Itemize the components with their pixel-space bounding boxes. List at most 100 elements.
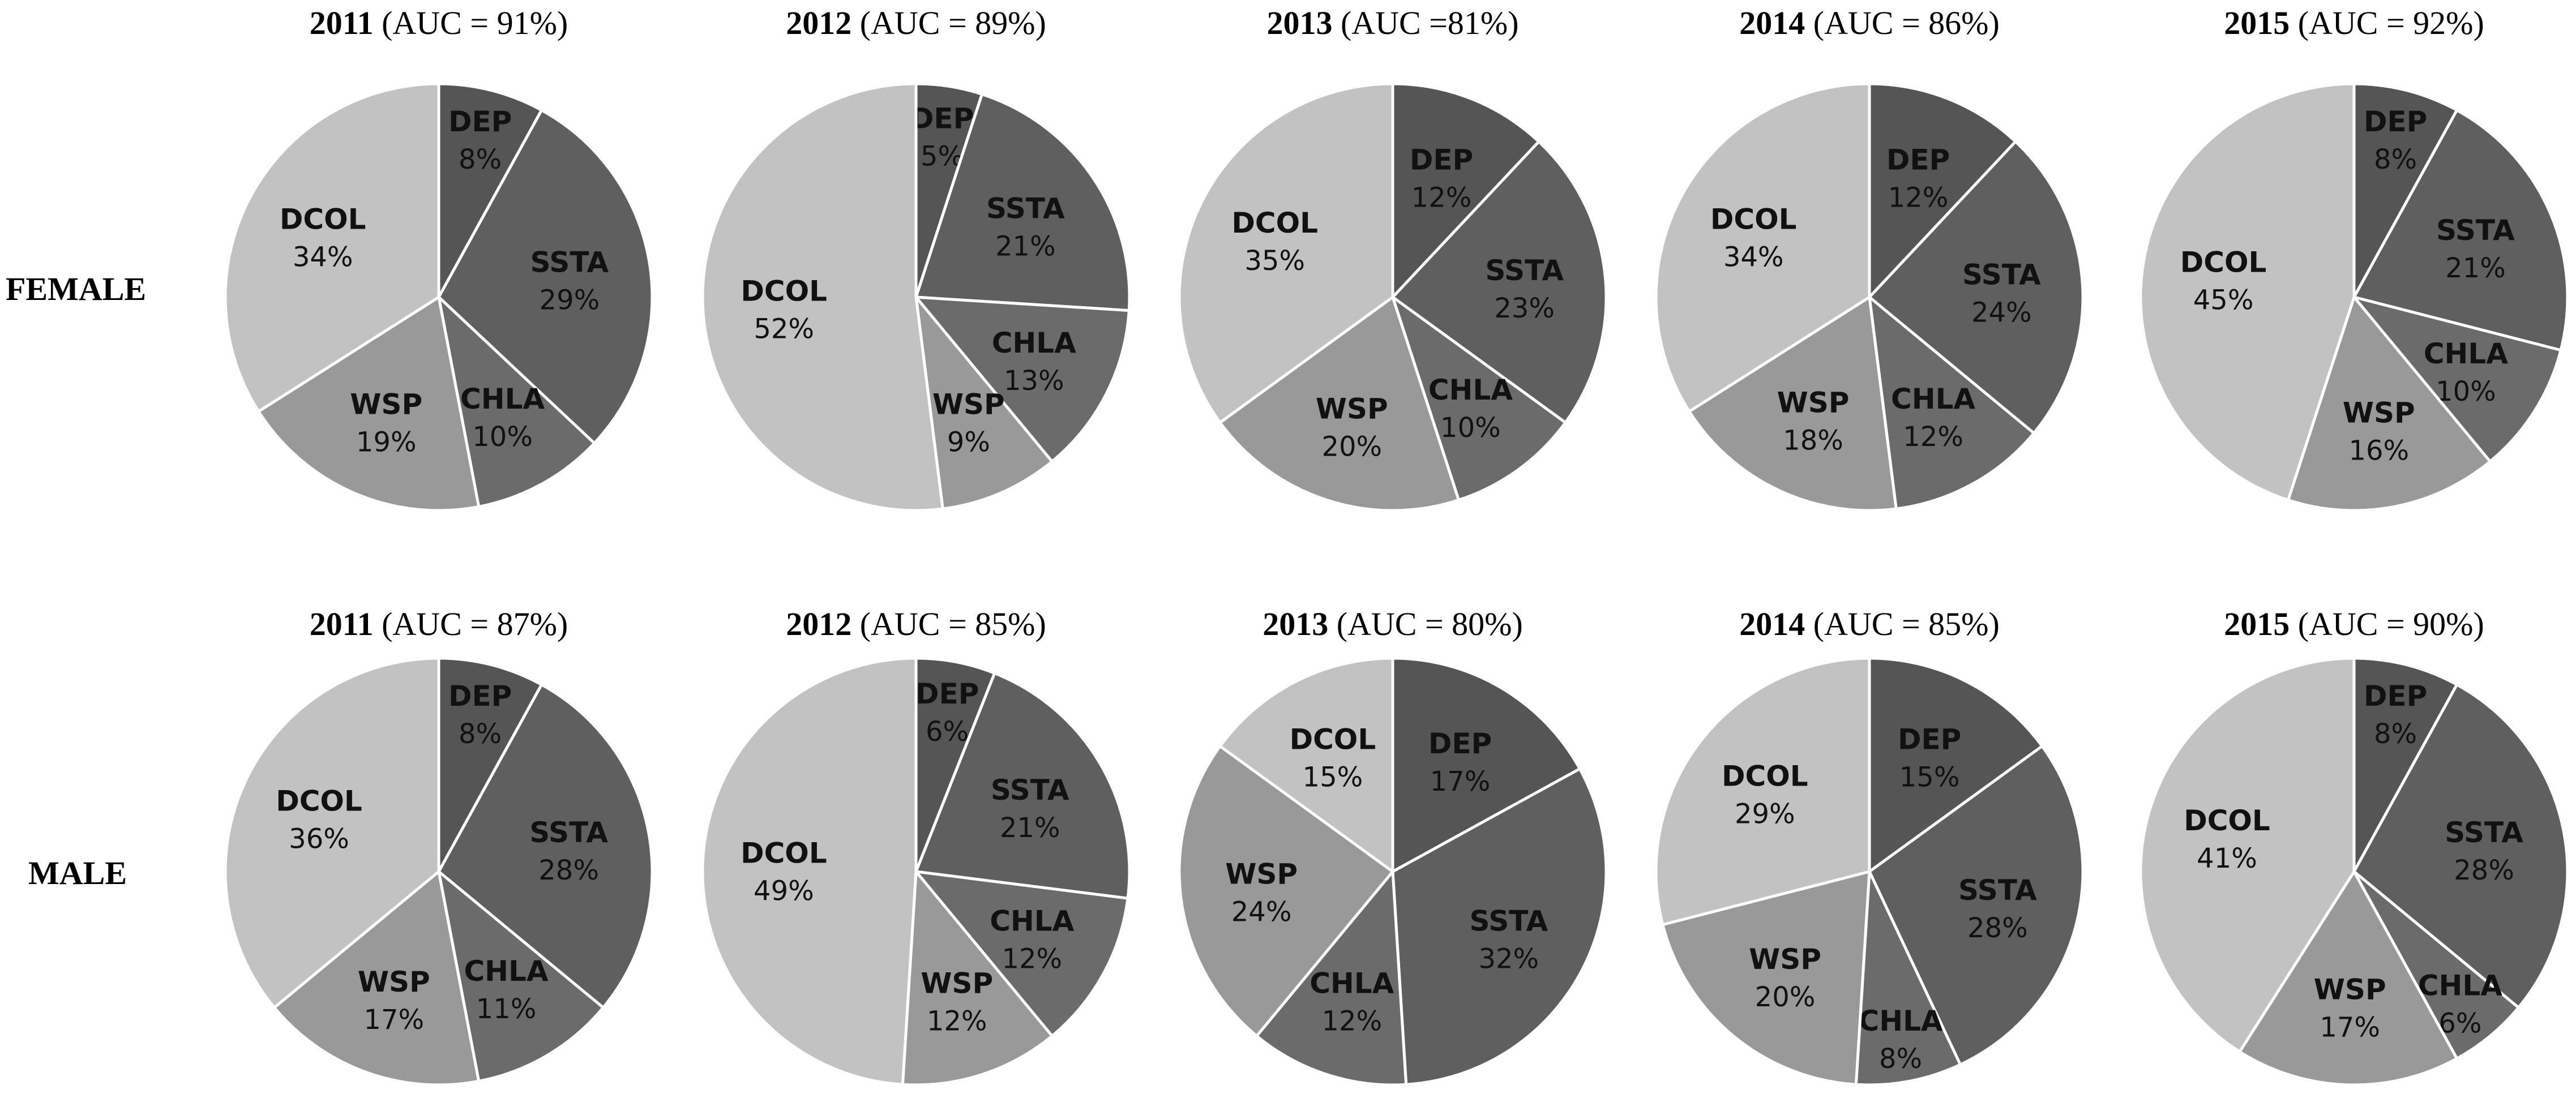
pie-slice-chla <box>913 869 1129 1039</box>
pie-slice-ssta <box>2352 683 2569 1010</box>
slice-label-ssta: SSTA <box>1485 254 1564 287</box>
slice-label-ssta: SSTA <box>991 774 1069 806</box>
chart-title-auc: (AUC = 90%) <box>2290 606 2484 642</box>
slice-label-ssta: SSTA <box>1958 874 2037 907</box>
slice-value-wsp: 9% <box>947 427 990 458</box>
pie-slice-chla <box>913 295 1131 464</box>
slice-label-dep: DEP <box>2364 680 2427 713</box>
slice-label-dep: DEP <box>448 105 512 138</box>
pie-slice-dcol <box>1178 82 1394 425</box>
slice-label-dcol: DCOL <box>2184 804 2270 837</box>
slice-value-ssta: 21% <box>995 231 1056 263</box>
pie-slice-wsp <box>256 294 481 512</box>
slice-label-ssta: SSTA <box>2445 816 2523 849</box>
pie-slice-chla <box>437 293 597 509</box>
slice-value-dcol: 34% <box>1723 241 1784 273</box>
slice-label-chla: CHLA <box>990 905 1074 938</box>
chart-title: 2011 (AUC = 87%) <box>310 606 568 642</box>
slice-label-wsp: WSP <box>2343 397 2415 430</box>
chart-title: 2012 (AUC = 85%) <box>786 606 1046 642</box>
pie-slice-dep <box>1391 657 1582 874</box>
chart-title-year: 2015 <box>2224 606 2290 642</box>
slice-label-wsp: WSP <box>2314 973 2386 1006</box>
chart-title-year: 2012 <box>786 5 851 41</box>
slice-value-wsp: 20% <box>1755 981 1816 1013</box>
charts-container: 2011 (AUC = 91%) DEP 8% SSTA 29% CHLA 10% WSP 19… <box>224 5 2569 1087</box>
slice-label-chla: CHLA <box>460 383 545 415</box>
slice-label-dcol: DCOL <box>2180 246 2267 278</box>
slice-value-wsp: 18% <box>1783 425 1843 457</box>
slice-label-chla: CHLA <box>2418 969 2502 1002</box>
pie-slice-dcol <box>224 82 440 414</box>
pie-slice-dcol <box>1654 82 1871 414</box>
pie-slice-dep <box>437 82 544 298</box>
chart-title-year: 2013 <box>1266 5 1332 41</box>
pie-chart-male-2013: 2013 (AUC = 80%) DEP 17% SSTA 32% CHLA 12% WSP 2… <box>1178 606 1608 1087</box>
pie-slice-wsp <box>1218 294 1461 512</box>
pie-slice-dep <box>2352 82 2459 298</box>
slice-label-dcol: DCOL <box>741 837 827 870</box>
row-label-female: FEMALE <box>6 271 146 307</box>
pie-slice-wsp <box>914 292 1054 510</box>
slice-value-dep: 8% <box>459 718 502 750</box>
slice-label-wsp: WSP <box>1777 387 1850 419</box>
chart-title-auc: (AUC =81%) <box>1332 5 1518 41</box>
slice-value-ssta: 23% <box>1494 293 1555 324</box>
slice-value-chla: 10% <box>1440 412 1501 444</box>
slice-value-dep: 12% <box>1411 182 1472 214</box>
slice-value-dcol: 29% <box>1735 799 1795 830</box>
pie-slice-chla <box>1390 293 1568 502</box>
pie-slice-chla <box>2352 870 2521 1061</box>
slice-label-ssta: SSTA <box>2436 214 2515 247</box>
pie-slice-wsp <box>272 869 481 1087</box>
pie-slice-dep <box>1391 82 1541 301</box>
chart-title-auc: (AUC = 85%) <box>1805 606 2000 642</box>
slice-value-ssta: 28% <box>538 855 599 886</box>
chart-title-auc: (AUC = 85%) <box>851 606 1046 642</box>
slice-label-dcol: DCOL <box>741 275 827 308</box>
slice-value-dcol: 49% <box>754 876 814 907</box>
slice-value-dcol: 35% <box>1244 245 1305 277</box>
pie-slice-chla <box>1867 294 2036 510</box>
pie-slice-dcol <box>2139 82 2356 502</box>
pie-slice-ssta <box>437 108 654 445</box>
slice-value-ssta: 21% <box>2445 252 2506 284</box>
slice-value-dep: 15% <box>1899 762 1960 793</box>
pie-slice-chla <box>1255 868 1408 1087</box>
slice-value-chla: 6% <box>2438 1008 2481 1040</box>
slice-value-ssta: 32% <box>1478 943 1539 975</box>
chart-title: 2013 (AUC =81%) <box>1266 5 1518 41</box>
slice-value-ssta: 28% <box>1967 912 2028 944</box>
chart-title-auc: (AUC = 86%) <box>1805 5 2000 41</box>
slice-label-dcol: DCOL <box>1231 207 1318 239</box>
pie-slice-chla <box>437 868 606 1083</box>
slice-label-dep: DEP <box>1898 723 1961 756</box>
slice-label-dcol: DCOL <box>280 203 366 235</box>
row-label-male: MALE <box>28 855 127 891</box>
pie-slice-wsp <box>901 868 1054 1087</box>
slice-label-dcol: DCOL <box>276 785 362 818</box>
slice-value-dep: 8% <box>2374 718 2417 750</box>
slice-label-wsp: WSP <box>358 966 430 998</box>
slice-label-ssta: SSTA <box>1469 905 1548 938</box>
chart-title-year: 2011 <box>310 5 374 41</box>
slice-value-wsp: 12% <box>927 1005 987 1037</box>
pie-chart-male-2015: 2015 (AUC = 90%) DEP 8% SSTA 28% CHLA 6% WSP 17%… <box>2139 606 2569 1087</box>
slice-value-ssta: 28% <box>2454 855 2514 886</box>
slice-label-wsp: WSP <box>1316 392 1388 425</box>
slice-label-ssta: SSTA <box>529 816 608 849</box>
slice-label-wsp: WSP <box>350 388 422 421</box>
slice-value-dcol: 36% <box>289 823 349 855</box>
pie-slice-chla <box>2350 294 2563 464</box>
slice-label-dcol: DCOL <box>1722 760 1808 793</box>
chart-title-auc: (AUC = 91%) <box>374 5 568 41</box>
slice-value-chla: 12% <box>1002 943 1062 975</box>
chart-title-year: 2011 <box>310 606 374 642</box>
pie-slice-chla <box>1854 870 1962 1087</box>
chart-title: 2011 (AUC = 91%) <box>310 5 568 41</box>
pie-slice-ssta <box>437 683 654 1010</box>
slice-value-chla: 13% <box>1004 365 1064 397</box>
slice-label-wsp: WSP <box>1225 857 1298 890</box>
slice-label-dep: DEP <box>1410 144 1473 177</box>
